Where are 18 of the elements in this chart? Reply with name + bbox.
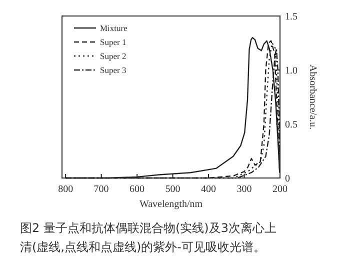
x-tick-label: 400: [201, 184, 216, 195]
caption: 图2 量子点和抗体偶联混合物(实线)及3次离心上清(虚线,点线和点虚线)的紫外-可见吸收光谱。: [20, 221, 276, 254]
legend-label: Super 3: [100, 65, 126, 75]
x-tick-label: 700: [94, 184, 109, 195]
x-tick-label: 200: [272, 184, 288, 195]
y-tick-label: 0.5: [285, 120, 298, 130]
x-tick-label: 600: [130, 184, 145, 195]
x-tick-label: 300: [236, 184, 252, 195]
y-tick-label: 0: [285, 174, 290, 184]
y-axis-title: Absorbance/a.u.: [307, 64, 318, 130]
x-axis-title: Wavelength/nm: [139, 199, 203, 210]
x-tick-label: 800: [58, 184, 74, 195]
legend-label: Mixture: [100, 23, 128, 33]
legend-label: Super 2: [100, 51, 126, 61]
y-tick-label: 1.5: [285, 12, 298, 22]
y-tick-label: 1.0: [285, 66, 298, 76]
legend-label: Super 1: [100, 37, 126, 47]
x-tick-label: 500: [165, 184, 180, 195]
